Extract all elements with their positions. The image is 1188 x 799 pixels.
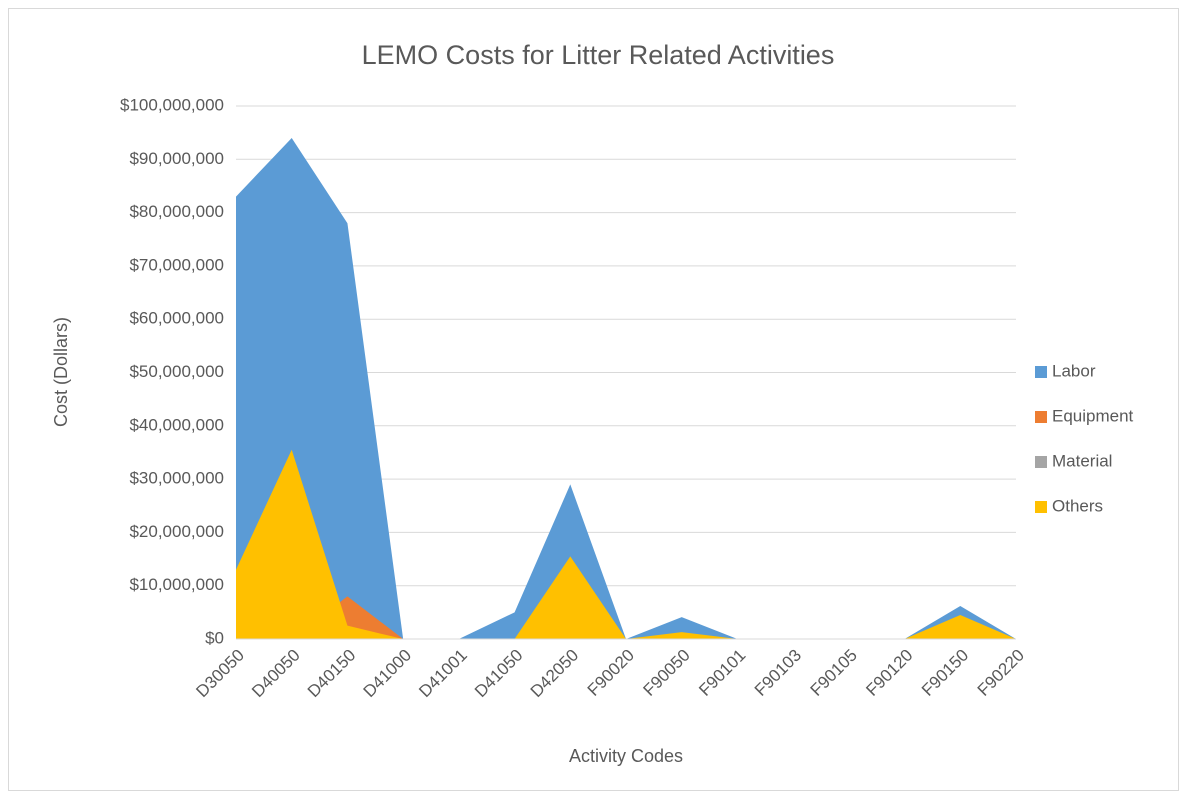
- y-tick-label: $0: [205, 628, 224, 647]
- y-tick-label: $30,000,000: [129, 469, 224, 488]
- legend-swatch: [1035, 456, 1047, 468]
- y-tick-label: $60,000,000: [129, 309, 224, 328]
- legend-label: Others: [1052, 496, 1103, 515]
- y-tick-label: $100,000,000: [120, 95, 224, 114]
- legend-swatch: [1035, 501, 1047, 513]
- y-axis-title: Cost (Dollars): [51, 317, 71, 427]
- y-tick-label: $70,000,000: [129, 255, 224, 274]
- y-tick-label: $40,000,000: [129, 415, 224, 434]
- y-tick-label: $10,000,000: [129, 575, 224, 594]
- legend-label: Material: [1052, 451, 1112, 470]
- y-tick-label: $90,000,000: [129, 149, 224, 168]
- y-tick-label: $80,000,000: [129, 202, 224, 221]
- legend-label: Labor: [1052, 361, 1096, 380]
- y-tick-label: $20,000,000: [129, 522, 224, 541]
- y-tick-label: $50,000,000: [129, 362, 224, 381]
- legend-swatch: [1035, 366, 1047, 378]
- x-axis-title: Activity Codes: [569, 746, 683, 766]
- legend-label: Equipment: [1052, 406, 1134, 425]
- chart-border: [8, 8, 1179, 791]
- area: [236, 449, 1016, 639]
- chart-title: LEMO Costs for Litter Related Activities: [362, 40, 835, 70]
- legend-swatch: [1035, 411, 1047, 423]
